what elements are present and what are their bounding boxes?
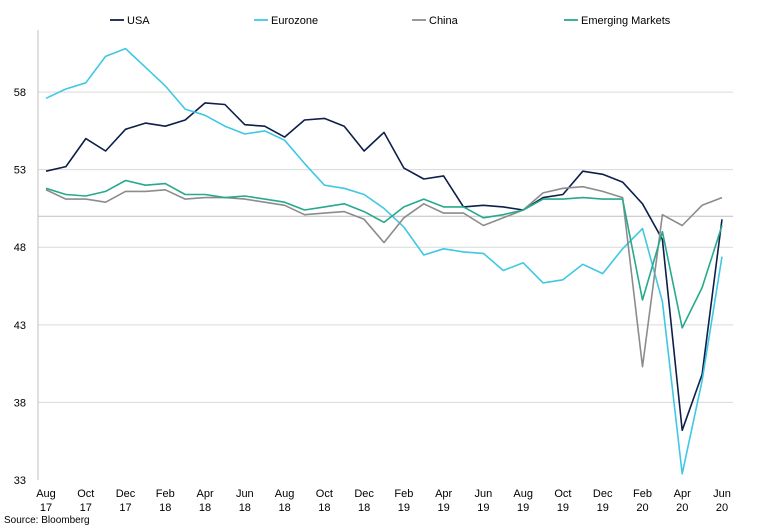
x-tick-label-year: 18 [358, 502, 370, 514]
x-tick-label-year: 20 [716, 502, 728, 514]
chart-legend: USA Eurozone China Emerging Markets [110, 15, 671, 27]
legend-label: Eurozone [271, 15, 318, 27]
x-tick-labels: Aug 17 Oct 17 Dec 17 Feb 18 Apr 18 Jun 18 Aug 18 Oct 18… [36, 488, 731, 514]
series-lines [45, 47, 723, 475]
x-tick-label-year: 18 [159, 502, 171, 514]
x-tick-label-year: 20 [636, 502, 648, 514]
x-tick-label-month: Aug [513, 488, 533, 500]
x-tick-label-month: Aug [36, 488, 56, 500]
x-tick-label-year: 18 [199, 502, 211, 514]
x-tick-label-month: Oct [77, 488, 94, 500]
grid-lines [38, 91, 733, 403]
x-tick-label-month: Feb [633, 488, 652, 500]
x-tick-label-month: Apr [435, 488, 452, 500]
chart-axes [37, 30, 733, 480]
x-tick-label-year: 19 [438, 502, 450, 514]
x-tick-label-year: 19 [517, 502, 529, 514]
y-tick-label: 33 [14, 475, 26, 487]
y-tick-label: 48 [14, 242, 26, 254]
x-tick-label-month: Jun [236, 488, 254, 500]
x-tick-label-year: 17 [80, 502, 92, 514]
x-tick-label-year: 17 [119, 502, 131, 514]
legend-label: USA [127, 15, 150, 27]
x-tick-label-month: Jun [713, 488, 731, 500]
x-tick-label-month: Aug [275, 488, 295, 500]
series-line-emerging-markets [45, 179, 723, 329]
x-tick-label-month: Apr [196, 488, 213, 500]
x-tick-label-month: Dec [354, 488, 374, 500]
y-tick-label: 53 [14, 165, 26, 177]
source-note: Source: Bloomberg [4, 515, 90, 526]
y-tick-labels: 33 38 43 48 53 58 [14, 87, 26, 487]
series-line-usa [45, 102, 723, 432]
x-tick-label-year: 19 [557, 502, 569, 514]
x-tick-label-year: 19 [477, 502, 489, 514]
x-tick-label-year: 17 [40, 502, 52, 514]
y-tick-label: 38 [14, 397, 26, 409]
series-line-china [45, 185, 723, 368]
x-tick-label-year: 20 [676, 502, 688, 514]
x-tick-label-month: Feb [394, 488, 413, 500]
x-tick-label-month: Oct [316, 488, 333, 500]
x-tick-label-year: 18 [278, 502, 290, 514]
legend-label: Emerging Markets [581, 15, 671, 27]
x-tick-label-month: Dec [116, 488, 136, 500]
x-tick-label-month: Oct [554, 488, 571, 500]
y-tick-label: 58 [14, 87, 26, 99]
x-tick-label-month: Apr [674, 488, 691, 500]
x-tick-label-year: 18 [318, 502, 330, 514]
x-tick-label-year: 19 [398, 502, 410, 514]
x-tick-label-month: Dec [593, 488, 613, 500]
series-line-eurozone [45, 47, 723, 475]
x-tick-label-month: Feb [156, 488, 175, 500]
y-tick-label: 43 [14, 320, 26, 332]
x-tick-label-year: 18 [239, 502, 251, 514]
x-tick-label-month: Jun [475, 488, 493, 500]
x-tick-label-year: 19 [597, 502, 609, 514]
legend-label: China [429, 15, 459, 27]
